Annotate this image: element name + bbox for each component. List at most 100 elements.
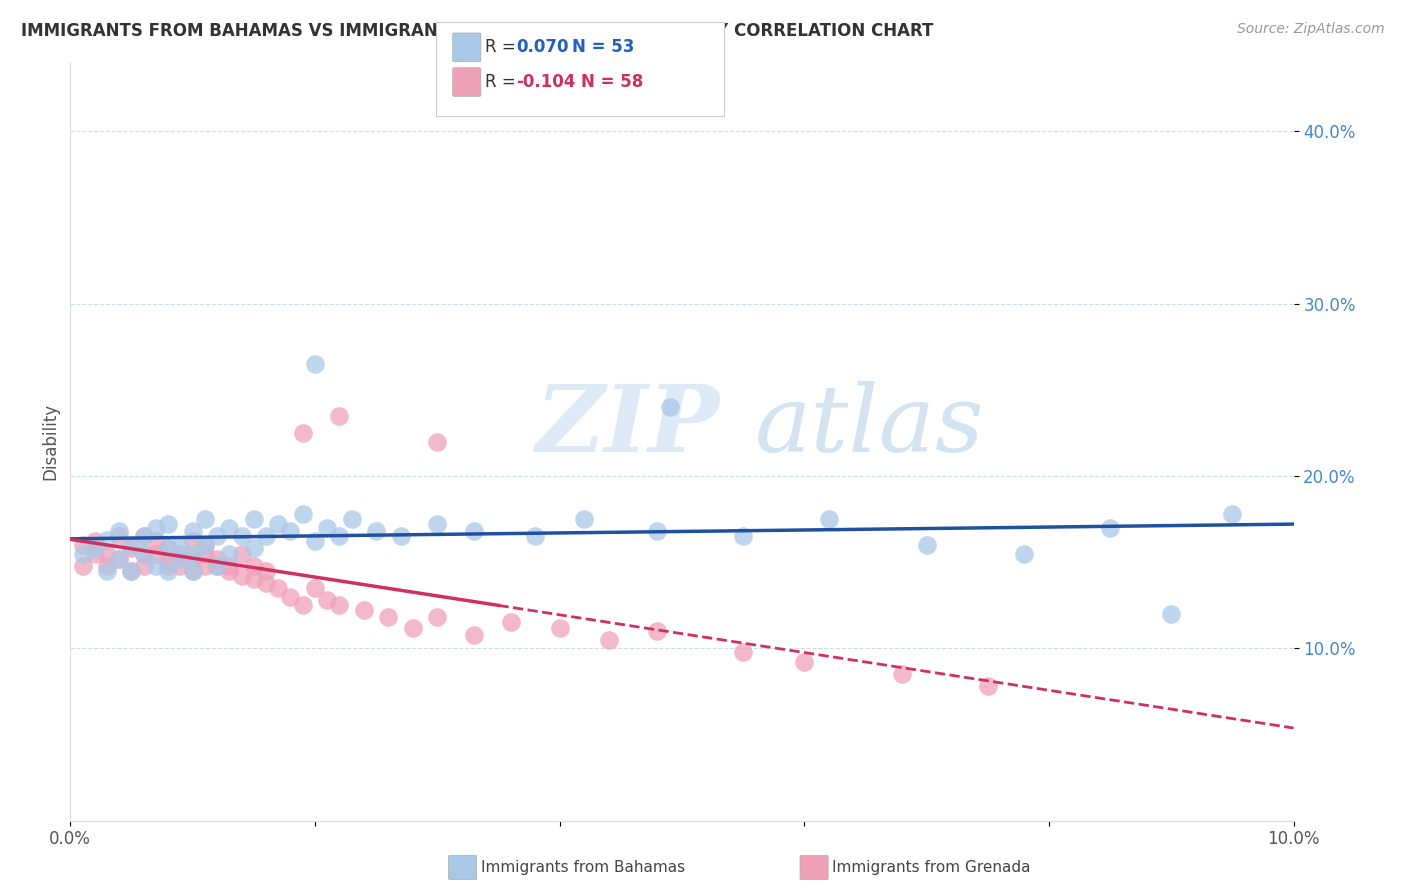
Point bbox=[132, 529, 155, 543]
Point bbox=[572, 512, 595, 526]
Point bbox=[328, 409, 350, 423]
Point bbox=[169, 547, 191, 561]
Point bbox=[817, 512, 839, 526]
Point bbox=[316, 521, 339, 535]
Point bbox=[108, 524, 131, 538]
Point bbox=[72, 547, 94, 561]
Point bbox=[647, 524, 669, 538]
Point bbox=[96, 547, 118, 561]
Point bbox=[366, 524, 388, 538]
Point bbox=[157, 517, 180, 532]
Point bbox=[108, 551, 131, 566]
Point bbox=[976, 679, 998, 693]
Point bbox=[291, 599, 314, 613]
Text: ZIP: ZIP bbox=[536, 382, 720, 471]
Point bbox=[499, 615, 522, 630]
Point bbox=[181, 524, 204, 538]
Point bbox=[169, 551, 191, 566]
Text: atlas: atlas bbox=[755, 382, 984, 471]
Point bbox=[231, 569, 253, 583]
Point bbox=[157, 555, 180, 569]
Point bbox=[733, 645, 755, 659]
Point bbox=[96, 533, 118, 547]
Point bbox=[402, 621, 425, 635]
Text: IMMIGRANTS FROM BAHAMAS VS IMMIGRANTS FROM GRENADA DISABILITY CORRELATION CHART: IMMIGRANTS FROM BAHAMAS VS IMMIGRANTS FR… bbox=[21, 22, 934, 40]
Point bbox=[426, 434, 449, 449]
Point bbox=[304, 581, 326, 595]
Point bbox=[304, 534, 326, 549]
Point bbox=[96, 564, 118, 578]
Point bbox=[132, 529, 155, 543]
Point bbox=[157, 541, 180, 556]
Point bbox=[1160, 607, 1182, 621]
Point bbox=[145, 534, 167, 549]
Point bbox=[218, 521, 240, 535]
Text: N = 53: N = 53 bbox=[572, 38, 634, 56]
Point bbox=[243, 512, 266, 526]
Point bbox=[254, 529, 277, 543]
Point bbox=[145, 547, 167, 561]
Point bbox=[328, 599, 350, 613]
Point bbox=[194, 558, 217, 573]
Point bbox=[181, 534, 204, 549]
Point bbox=[548, 621, 571, 635]
Point bbox=[243, 541, 266, 556]
Point bbox=[915, 538, 938, 552]
Text: 0.070: 0.070 bbox=[516, 38, 568, 56]
Point bbox=[181, 564, 204, 578]
Point bbox=[96, 558, 118, 573]
Point bbox=[647, 624, 669, 639]
Point bbox=[194, 538, 217, 552]
Point bbox=[181, 564, 204, 578]
Point bbox=[205, 551, 228, 566]
Point bbox=[340, 512, 363, 526]
Point bbox=[598, 632, 620, 647]
Point bbox=[267, 517, 290, 532]
Point bbox=[72, 558, 94, 573]
Point bbox=[291, 425, 314, 440]
Point bbox=[157, 558, 180, 573]
Point bbox=[328, 529, 350, 543]
Point bbox=[132, 547, 155, 561]
Y-axis label: Disability: Disability bbox=[41, 403, 59, 480]
Point bbox=[132, 547, 155, 561]
Point bbox=[132, 558, 155, 573]
Point bbox=[121, 564, 143, 578]
Point bbox=[205, 558, 228, 573]
Point bbox=[254, 575, 277, 590]
Point bbox=[145, 558, 167, 573]
Point bbox=[218, 564, 240, 578]
Point bbox=[121, 541, 143, 556]
Point bbox=[121, 564, 143, 578]
Point bbox=[658, 400, 681, 414]
Point bbox=[243, 558, 266, 573]
Point bbox=[181, 551, 204, 566]
Point bbox=[72, 538, 94, 552]
Point bbox=[1014, 547, 1036, 561]
Point bbox=[280, 590, 302, 604]
Point bbox=[243, 573, 266, 587]
Point bbox=[463, 627, 485, 641]
Point bbox=[194, 512, 217, 526]
Point bbox=[108, 529, 131, 543]
Point bbox=[181, 547, 204, 561]
Point bbox=[83, 541, 105, 556]
Point bbox=[267, 581, 290, 595]
Point bbox=[169, 538, 191, 552]
Point bbox=[145, 521, 167, 535]
Point bbox=[891, 667, 914, 681]
Text: -0.104: -0.104 bbox=[516, 73, 575, 91]
Point bbox=[1099, 521, 1122, 535]
Point bbox=[1220, 507, 1243, 521]
Text: R =: R = bbox=[485, 38, 522, 56]
Text: Immigrants from Bahamas: Immigrants from Bahamas bbox=[481, 861, 685, 875]
Point bbox=[793, 655, 815, 669]
Point bbox=[169, 558, 191, 573]
Point bbox=[524, 529, 547, 543]
Point bbox=[108, 551, 131, 566]
Point bbox=[463, 524, 485, 538]
Point bbox=[218, 558, 240, 573]
Point bbox=[316, 593, 339, 607]
Point bbox=[426, 517, 449, 532]
Point bbox=[218, 547, 240, 561]
